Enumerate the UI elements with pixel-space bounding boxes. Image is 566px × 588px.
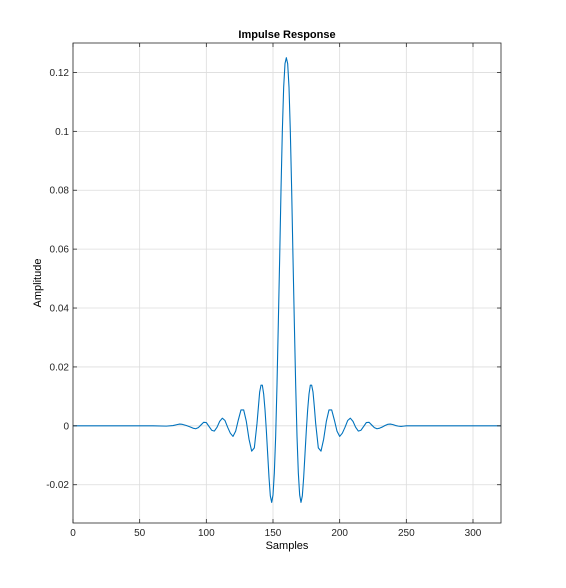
axes-box [72, 42, 502, 524]
x-axis-label: Samples [266, 540, 309, 552]
impulse-response-line [73, 57, 501, 503]
chart-title: Impulse Response [238, 29, 335, 41]
x-tick-label: 300 [465, 528, 482, 539]
y-tick-label: 0.1 [55, 127, 69, 138]
y-axis-label: Amplitude [32, 259, 44, 308]
y-tick-label: 0.12 [50, 68, 70, 79]
y-tick-label: 0.08 [50, 186, 70, 197]
x-tick-label: 150 [265, 528, 282, 539]
tick-marks [72, 43, 501, 523]
y-tick-label: -0.02 [46, 480, 69, 491]
y-tick-label: 0.04 [50, 304, 70, 315]
x-tick-label: 100 [198, 528, 215, 539]
series-layer [73, 57, 501, 503]
x-tick-label: 250 [398, 528, 415, 539]
x-tick-label: 200 [331, 528, 348, 539]
tick-labels: 0 50 100 150 200 250 300 -0.02 0 0.02 0.04 0.06 0.08… [46, 68, 482, 539]
y-tick-label: 0.06 [50, 245, 70, 256]
y-tick-label: 0 [63, 421, 69, 432]
x-tick-label: 0 [70, 528, 76, 539]
y-tick-label: 0.02 [50, 362, 70, 373]
plot-area [73, 43, 501, 523]
x-tick-label: 50 [134, 528, 146, 539]
